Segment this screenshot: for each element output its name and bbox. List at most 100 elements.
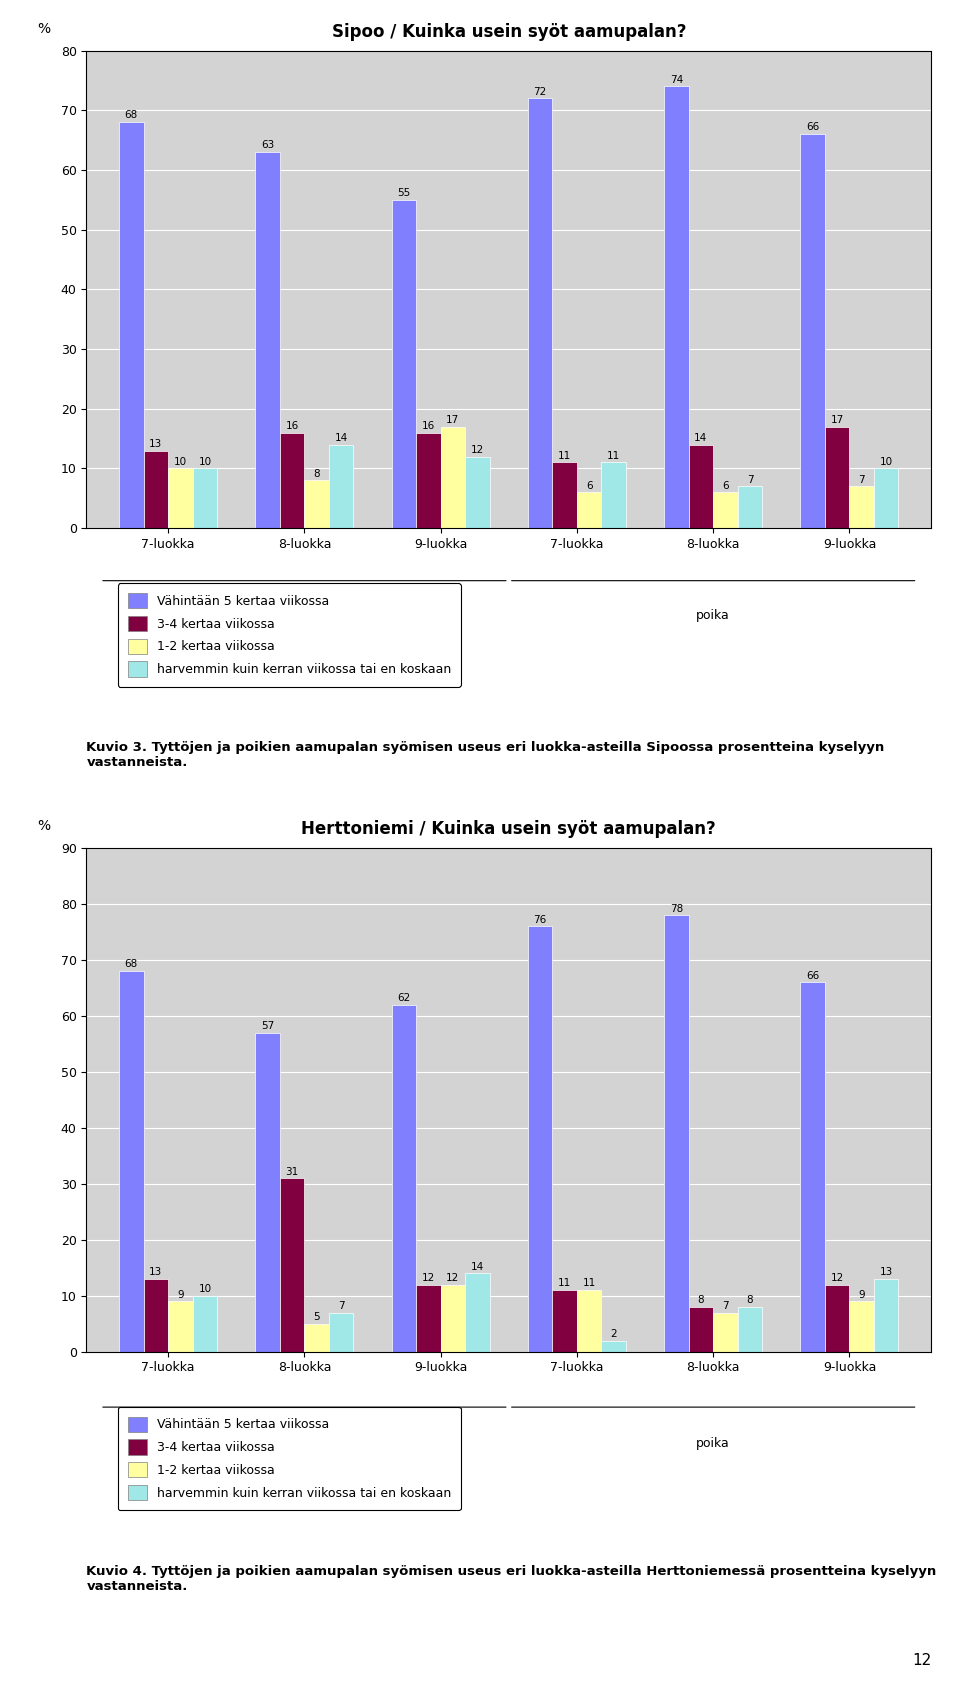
Bar <box>825 426 850 527</box>
Title: Herttoniemi / Kuinka usein syöt aamupalan?: Herttoniemi / Kuinka usein syöt aamupala… <box>301 821 716 837</box>
Bar <box>168 1301 193 1351</box>
Text: 13: 13 <box>149 438 162 448</box>
Legend: Vähintään 5 kertaa viikossa, 3-4 kertaa viikossa, 1-2 kertaa viikossa, harvemmin: Vähintään 5 kertaa viikossa, 3-4 kertaa … <box>118 583 461 686</box>
Y-axis label: %: % <box>37 819 51 832</box>
Bar <box>441 426 466 527</box>
Text: 10: 10 <box>879 457 893 467</box>
Bar <box>713 1313 737 1351</box>
Bar <box>329 1313 353 1351</box>
Text: Kuvio 4. Tyttöjen ja poikien aamupalan syömisen useus eri luokka-asteilla Hertto: Kuvio 4. Tyttöjen ja poikien aamupalan s… <box>86 1565 937 1592</box>
Text: 68: 68 <box>125 111 138 120</box>
Bar <box>801 982 825 1351</box>
Title: Sipoo / Kuinka usein syöt aamupalan?: Sipoo / Kuinka usein syöt aamupalan? <box>331 22 686 40</box>
Bar <box>392 1004 416 1351</box>
Text: 55: 55 <box>397 189 411 199</box>
Bar <box>528 927 552 1351</box>
Text: poika: poika <box>696 610 730 622</box>
Text: 9: 9 <box>858 1289 865 1299</box>
Bar <box>193 1296 217 1351</box>
Y-axis label: %: % <box>37 22 51 35</box>
Bar <box>193 468 217 527</box>
Text: 12: 12 <box>830 1272 844 1282</box>
Text: 11: 11 <box>558 1279 571 1289</box>
Bar <box>119 123 144 527</box>
Text: 17: 17 <box>830 415 844 425</box>
Text: 9: 9 <box>177 1289 183 1299</box>
Bar <box>255 1033 280 1351</box>
Bar <box>144 450 168 527</box>
Text: 7: 7 <box>338 1301 345 1311</box>
Text: 17: 17 <box>446 415 460 425</box>
Text: 63: 63 <box>261 140 275 150</box>
Text: tyttö: tyttö <box>290 610 320 622</box>
Bar <box>466 1274 490 1351</box>
Bar <box>737 1308 762 1351</box>
Text: 5: 5 <box>313 1313 320 1323</box>
Text: 66: 66 <box>806 971 819 981</box>
Text: 76: 76 <box>534 915 547 925</box>
Bar <box>688 445 713 527</box>
Text: 7: 7 <box>722 1301 729 1311</box>
Text: Kuvio 3. Tyttöjen ja poikien aamupalan syömisen useus eri luokka-asteilla Sipoos: Kuvio 3. Tyttöjen ja poikien aamupalan s… <box>86 741 885 770</box>
Bar <box>280 1178 304 1351</box>
Legend: Vähintään 5 kertaa viikossa, 3-4 kertaa viikossa, 1-2 kertaa viikossa, harvemmin: Vähintään 5 kertaa viikossa, 3-4 kertaa … <box>118 1407 461 1510</box>
Text: 12: 12 <box>446 1272 460 1282</box>
Text: 16: 16 <box>285 421 299 431</box>
Bar <box>304 1324 329 1351</box>
Bar <box>602 1341 626 1351</box>
Bar <box>528 98 552 527</box>
Text: 78: 78 <box>670 903 683 913</box>
Text: 11: 11 <box>583 1279 596 1289</box>
Text: 57: 57 <box>261 1021 275 1031</box>
Bar <box>416 433 441 527</box>
Text: 12: 12 <box>470 445 484 455</box>
Text: 8: 8 <box>747 1296 754 1306</box>
Bar <box>688 1308 713 1351</box>
Text: 62: 62 <box>397 992 411 1003</box>
Text: 72: 72 <box>534 86 547 96</box>
Text: 14: 14 <box>694 433 708 443</box>
Bar <box>664 915 688 1351</box>
Text: 68: 68 <box>125 959 138 969</box>
Text: 14: 14 <box>470 1262 484 1272</box>
Text: 8: 8 <box>313 468 320 479</box>
Text: 8: 8 <box>698 1296 705 1306</box>
Text: 14: 14 <box>335 433 348 443</box>
Bar <box>168 468 193 527</box>
Bar <box>552 462 577 527</box>
Text: 13: 13 <box>879 1267 893 1277</box>
Text: 10: 10 <box>199 457 211 467</box>
Bar <box>280 433 304 527</box>
Bar <box>850 1301 874 1351</box>
Bar <box>255 152 280 527</box>
Text: 10: 10 <box>199 1284 211 1294</box>
Bar <box>577 492 602 527</box>
Text: 12: 12 <box>912 1653 931 1668</box>
Bar <box>119 971 144 1351</box>
Bar <box>602 462 626 527</box>
Text: 16: 16 <box>421 421 435 431</box>
Text: 2: 2 <box>611 1329 617 1340</box>
Bar <box>850 487 874 527</box>
Text: 6: 6 <box>586 480 592 490</box>
Text: 7: 7 <box>858 475 865 485</box>
Bar <box>577 1291 602 1351</box>
Bar <box>441 1284 466 1351</box>
Bar <box>737 487 762 527</box>
Bar <box>713 492 737 527</box>
Text: tyttö: tyttö <box>290 1437 320 1451</box>
Bar <box>874 1279 899 1351</box>
Bar <box>416 1284 441 1351</box>
Bar <box>466 457 490 527</box>
Text: 31: 31 <box>285 1166 299 1176</box>
Bar <box>144 1279 168 1351</box>
Bar <box>825 1284 850 1351</box>
Text: 11: 11 <box>607 450 620 460</box>
Bar <box>664 86 688 527</box>
Bar <box>801 135 825 527</box>
Text: 12: 12 <box>421 1272 435 1282</box>
Text: 66: 66 <box>806 123 819 133</box>
Bar <box>329 445 353 527</box>
Text: 11: 11 <box>558 450 571 460</box>
Bar <box>874 468 899 527</box>
